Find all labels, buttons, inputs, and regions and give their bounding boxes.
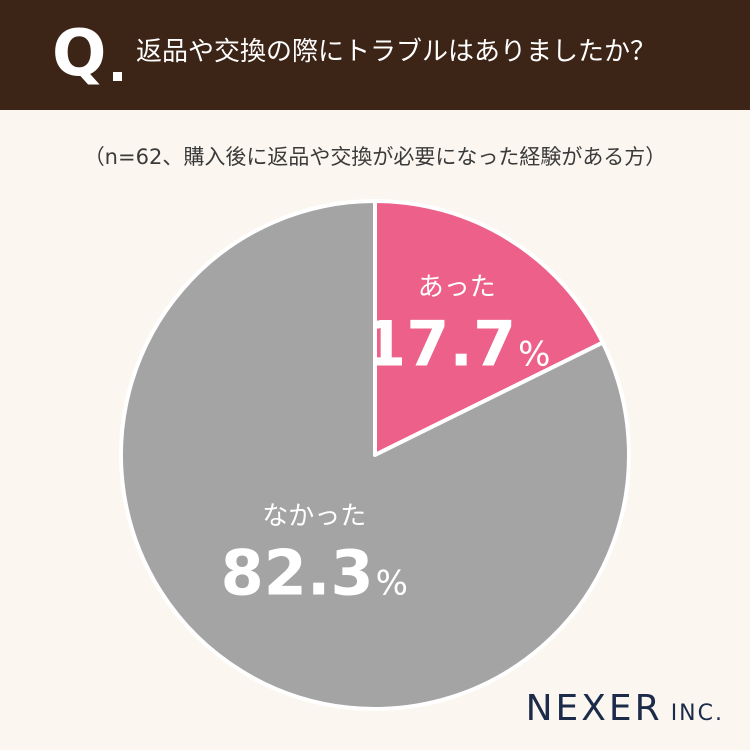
pie-slice-0 — [373, 199, 605, 457]
slice-label-group-1: なかった 82.3% — [221, 502, 408, 610]
slice-category-label: あった — [418, 272, 496, 302]
q-mark: Q — [52, 17, 107, 91]
question-title: 返品や交換の際にトラブルはありましたか？ — [136, 37, 657, 67]
header-banner: Q 返品や交換の際にトラブルはありましたか？ — [0, 0, 750, 110]
chart-subtitle: （n=62、購入後に返品や交換が必要になった経験がある方） — [83, 145, 667, 169]
q-dot — [113, 72, 122, 81]
slice-value-label: 17.7% — [363, 307, 550, 380]
pie-slice-1 — [119, 199, 631, 711]
slice-label-group-0: あった 17.7% — [363, 272, 550, 380]
logo-name: NEXER — [525, 688, 663, 729]
slice-value-label: 82.3% — [221, 537, 408, 610]
nexer-logo: NEXER INC. — [526, 688, 724, 729]
logo-suffix: INC. — [670, 701, 724, 726]
slice-category-label: なかった — [262, 502, 366, 532]
